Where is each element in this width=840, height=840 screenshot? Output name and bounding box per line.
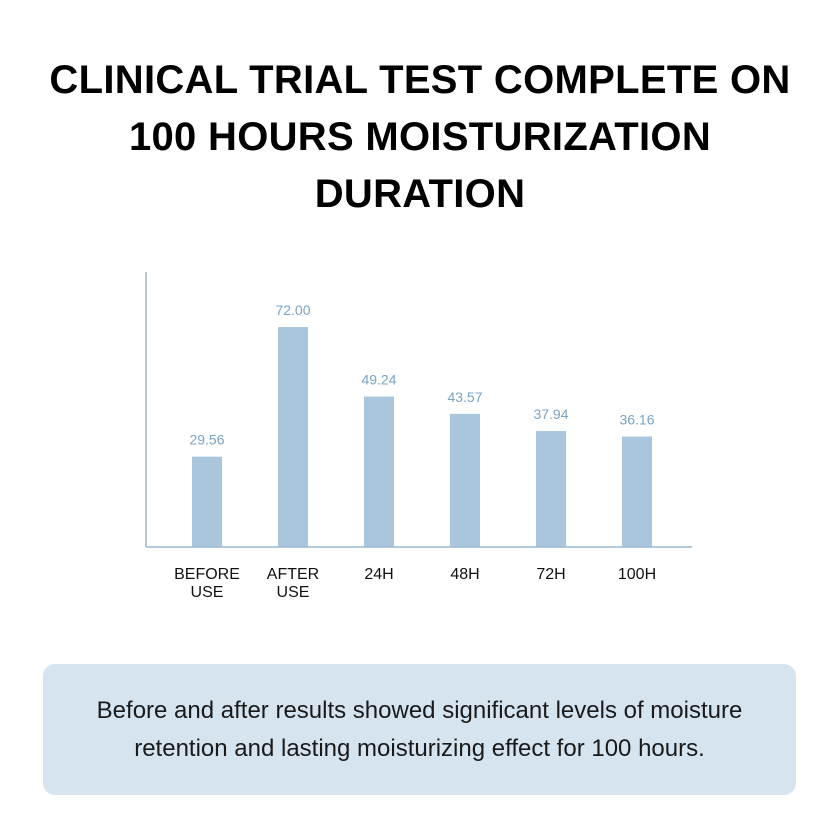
- x-tick-label-5: 72H: [536, 566, 565, 583]
- caption-text: Before and after results showed signific…: [96, 696, 743, 762]
- bar-value-label-4: 43.57: [447, 389, 482, 405]
- chart-axes: [145, 272, 692, 548]
- x-tick-label-1: BEFORE USE: [174, 566, 240, 601]
- x-tick-label-4: 48H: [450, 566, 479, 583]
- title-line-3: DURATION: [314, 172, 526, 216]
- x-tick-label-6: 100H: [618, 566, 656, 583]
- bar-value-label-2: 72.00: [275, 302, 310, 318]
- page-title: CLINICAL TRIAL TEST COMPLETE ON 100 HOUR…: [20, 52, 820, 223]
- bar-value-label-6: 36.16: [619, 412, 654, 428]
- x-tick-label-2: AFTER USE: [267, 566, 319, 601]
- chart-bars: [192, 327, 652, 547]
- bar-value-label-1: 29.56: [189, 432, 224, 448]
- title-line-2: 100 HOURS MOISTURIZATION: [128, 115, 712, 159]
- bar-6: [622, 436, 652, 547]
- chart-value-labels: 29.56 72.00 49.24 43.57 37.94 36.16: [189, 302, 654, 448]
- bar-2: [278, 327, 308, 547]
- bar-value-label-3: 49.24: [361, 372, 396, 388]
- caption-box: Before and after results showed signific…: [43, 664, 796, 795]
- bar-3: [364, 396, 394, 547]
- bar-value-label-5: 37.94: [533, 406, 568, 422]
- title-line-1: CLINICAL TRIAL TEST COMPLETE ON: [49, 58, 791, 102]
- chart-tick-labels: BEFORE USE AFTER USE 24H 48H 72H 100H: [174, 566, 656, 601]
- bar-1: [192, 456, 222, 547]
- x-tick-label-3: 24H: [364, 566, 393, 583]
- bar-5: [536, 431, 566, 547]
- bar-chart: 29.56 72.00 49.24 43.57 37.94 36.16 BEFORE USE…: [145, 272, 692, 601]
- bar-4: [450, 413, 480, 547]
